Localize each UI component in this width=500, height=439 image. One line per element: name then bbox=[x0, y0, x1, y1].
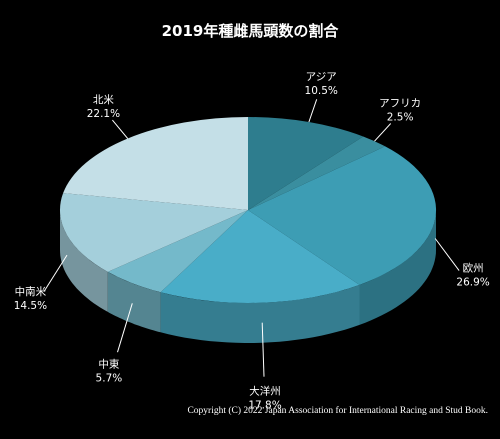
leader-line-2 bbox=[434, 238, 460, 271]
pie-slice-1 bbox=[248, 136, 385, 210]
pie-side-3 bbox=[160, 284, 360, 343]
pie-slice-0 bbox=[248, 117, 364, 210]
pie-side-walls bbox=[60, 210, 436, 343]
leader-line-0 bbox=[308, 99, 318, 123]
pie-top-faces bbox=[59, 116, 437, 303]
leader-line-5 bbox=[43, 254, 68, 292]
slice-value-5: 14.5% bbox=[14, 300, 47, 312]
pie-side-5 bbox=[60, 210, 108, 312]
pie-slice-6 bbox=[63, 116, 248, 210]
pie-slice-2 bbox=[248, 146, 437, 285]
leader-line-1 bbox=[374, 123, 392, 142]
pie-side-2 bbox=[359, 210, 436, 325]
slice-value-6: 22.1% bbox=[87, 108, 120, 120]
pie-slice-4 bbox=[107, 210, 248, 293]
slice-label-5: 中南米 bbox=[15, 285, 47, 298]
leader-line-3 bbox=[261, 322, 265, 377]
copyright-notice: Copyright (C) 2022 Japan Association for… bbox=[187, 406, 488, 416]
slice-value-4: 5.7% bbox=[96, 373, 123, 385]
slice-value-0: 10.5% bbox=[305, 85, 338, 97]
leader-line-4 bbox=[117, 303, 133, 353]
slice-label-0: アジア bbox=[306, 71, 337, 83]
slice-label-3: 大洋州 bbox=[249, 385, 281, 398]
slice-value-2: 26.9% bbox=[456, 277, 489, 289]
slice-value-1: 2.5% bbox=[387, 112, 414, 124]
pie-slice-5 bbox=[59, 193, 249, 272]
leader-line-6 bbox=[112, 119, 129, 139]
slice-value-3: 17.8% bbox=[248, 400, 281, 412]
slice-label-1: アフリカ bbox=[379, 98, 421, 110]
slice-label-4: 中東 bbox=[98, 358, 119, 371]
chart-title: 2019年種雌馬頭数の割合 bbox=[161, 22, 339, 40]
slice-label-6: 北米 bbox=[93, 93, 114, 106]
slice-label-2: 欧州 bbox=[463, 263, 484, 275]
pie-slice-3 bbox=[160, 210, 360, 303]
pie-labels: アジア 10.5% アフリカ 2.5% 欧州 26.9% 大洋州 17.8% 中東 5.7% 中南米… bbox=[14, 71, 490, 412]
pie-side-4 bbox=[107, 271, 161, 333]
